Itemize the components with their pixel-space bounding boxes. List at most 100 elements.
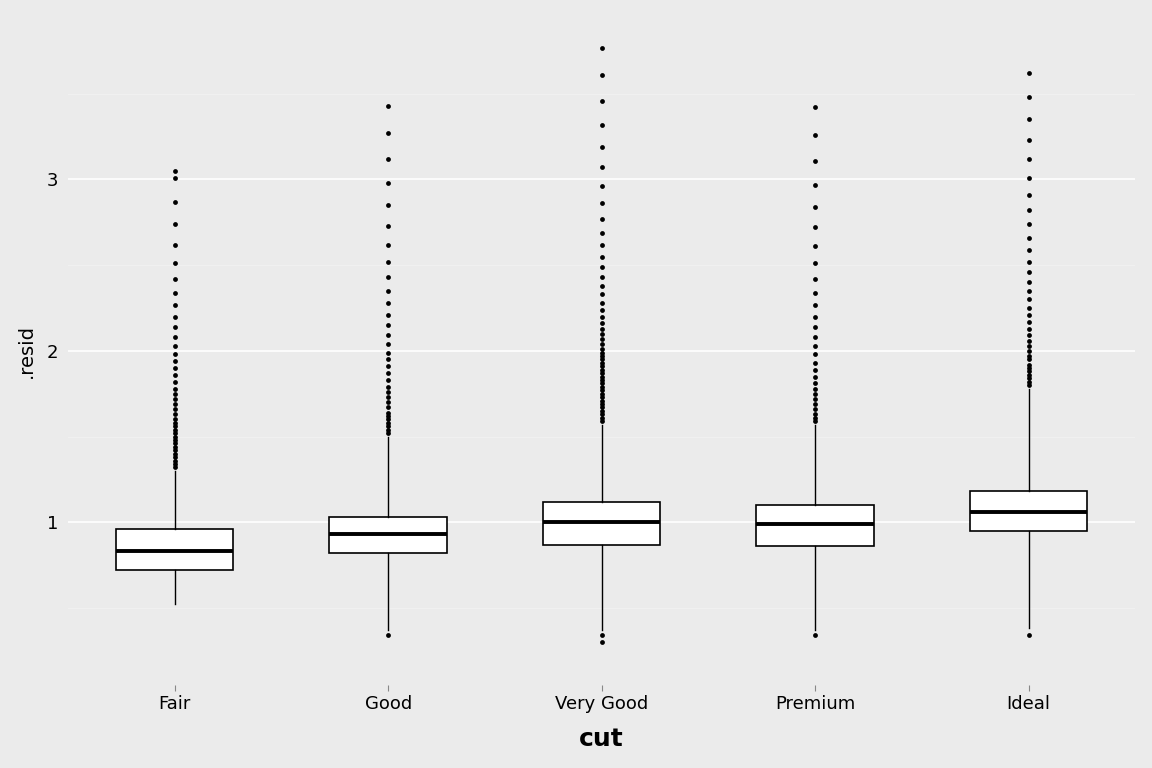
Point	[166, 382, 184, 395]
Point	[806, 101, 825, 114]
Point	[379, 353, 397, 366]
Point	[1020, 353, 1038, 366]
Point	[806, 377, 825, 389]
Point	[806, 286, 825, 299]
Point	[166, 196, 184, 208]
Point	[379, 427, 397, 439]
Point	[592, 303, 611, 316]
Point	[379, 329, 397, 342]
Bar	[329, 517, 447, 553]
Point	[1020, 350, 1038, 362]
Point	[166, 403, 184, 415]
Point	[806, 629, 825, 641]
Point	[166, 376, 184, 388]
Point	[1020, 218, 1038, 230]
Point	[592, 280, 611, 292]
Point	[1020, 256, 1038, 268]
Point	[592, 296, 611, 309]
Point	[1020, 372, 1038, 385]
Point	[592, 323, 611, 335]
Point	[379, 153, 397, 165]
Point	[1020, 293, 1038, 306]
Bar	[757, 505, 874, 546]
Point	[806, 382, 825, 395]
Point	[166, 238, 184, 250]
Point	[379, 406, 397, 419]
Point	[592, 213, 611, 225]
Point	[166, 437, 184, 449]
Point	[1020, 369, 1038, 381]
Point	[166, 430, 184, 442]
Point	[1020, 232, 1038, 244]
Point	[592, 317, 611, 329]
Point	[166, 299, 184, 311]
Point	[379, 338, 397, 350]
Point	[379, 401, 397, 413]
Bar	[970, 492, 1087, 531]
Point	[592, 356, 611, 369]
Point	[379, 381, 397, 393]
Point	[592, 636, 611, 648]
Point	[166, 273, 184, 285]
Point	[592, 271, 611, 283]
Point	[592, 197, 611, 210]
Point	[592, 398, 611, 410]
Point	[379, 423, 397, 435]
Point	[592, 288, 611, 300]
Point	[166, 451, 184, 463]
Point	[592, 180, 611, 193]
Point	[379, 296, 397, 309]
Point	[379, 391, 397, 403]
Point	[806, 200, 825, 213]
Point	[806, 363, 825, 376]
Point	[379, 396, 397, 409]
Point	[806, 392, 825, 405]
Point	[166, 171, 184, 184]
Point	[379, 367, 397, 379]
Point	[592, 238, 611, 250]
Point	[1020, 323, 1038, 335]
Point	[806, 221, 825, 233]
Point	[806, 370, 825, 382]
Point	[592, 260, 611, 273]
Point	[806, 348, 825, 360]
Point	[592, 346, 611, 359]
Point	[379, 374, 397, 386]
Bar	[116, 529, 234, 570]
Point	[806, 403, 825, 415]
Point	[592, 408, 611, 420]
Point	[1020, 345, 1038, 357]
Point	[379, 256, 397, 268]
Point	[166, 388, 184, 400]
Point	[166, 423, 184, 435]
Point	[806, 310, 825, 323]
Point	[379, 199, 397, 211]
Point	[379, 238, 397, 250]
Point	[166, 369, 184, 381]
Point	[592, 338, 611, 350]
Point	[379, 386, 397, 398]
Point	[166, 310, 184, 323]
Point	[592, 310, 611, 323]
Point	[806, 398, 825, 410]
Point	[1020, 276, 1038, 289]
Point	[806, 408, 825, 420]
Point	[1020, 376, 1038, 388]
Point	[1020, 334, 1038, 346]
Point	[166, 417, 184, 429]
Point	[166, 455, 184, 467]
Point	[166, 420, 184, 432]
Point	[592, 250, 611, 263]
Point	[592, 367, 611, 379]
Point	[592, 41, 611, 54]
Point	[806, 257, 825, 270]
Point	[592, 161, 611, 174]
Point	[166, 165, 184, 177]
X-axis label: cut: cut	[579, 727, 624, 751]
Point	[166, 286, 184, 299]
Bar	[543, 502, 660, 545]
Point	[592, 333, 611, 345]
Point	[1020, 91, 1038, 104]
Point	[166, 458, 184, 470]
Point	[1020, 285, 1038, 297]
